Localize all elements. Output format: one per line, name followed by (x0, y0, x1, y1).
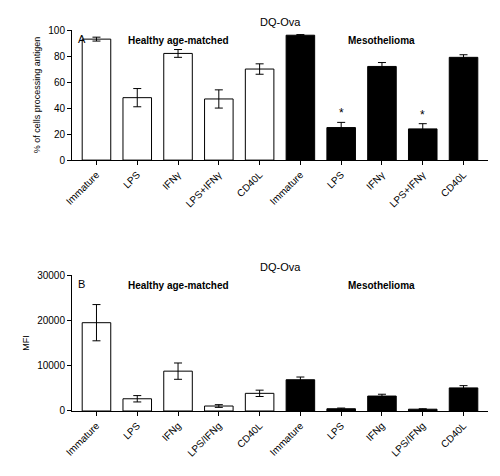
svg-text:Mesothelioma: Mesothelioma (348, 280, 415, 291)
svg-text:20: 20 (54, 129, 66, 140)
svg-text:A: A (78, 33, 86, 45)
svg-text:0: 0 (59, 405, 65, 416)
svg-text:CD40L: CD40L (235, 169, 265, 199)
svg-text:0: 0 (59, 155, 65, 166)
svg-text:CD40L: CD40L (235, 420, 265, 450)
svg-text:Immature: Immature (268, 420, 306, 458)
svg-text:*: * (339, 106, 344, 120)
svg-text:LPS/IFNg: LPS/IFNg (185, 420, 223, 458)
svg-text:Immature: Immature (64, 420, 102, 458)
svg-text:*: * (420, 108, 425, 122)
svg-text:Healthy age-matched: Healthy age-matched (128, 280, 229, 291)
svg-text:MFI: MFI (21, 335, 31, 351)
svg-text:% of cells processing antigen: % of cells processing antigen (32, 37, 42, 154)
svg-text:IFNg: IFNg (160, 420, 183, 443)
svg-text:60: 60 (54, 77, 66, 88)
svg-text:LPS: LPS (325, 420, 346, 441)
svg-text:Mesothelioma: Mesothelioma (348, 35, 415, 46)
svg-text:40: 40 (54, 103, 66, 114)
svg-text:DQ-Ova: DQ-Ova (260, 261, 301, 273)
svg-text:B: B (78, 278, 85, 290)
svg-text:80: 80 (54, 51, 66, 62)
svg-text:10000: 10000 (37, 360, 65, 371)
svg-text:LPS+IFNγ: LPS+IFNγ (387, 169, 427, 209)
svg-text:LPS: LPS (121, 420, 142, 441)
svg-text:Immature: Immature (268, 169, 306, 207)
svg-text:LPS/IFNg: LPS/IFNg (389, 420, 427, 458)
svg-text:CD40L: CD40L (439, 169, 469, 199)
svg-text:Immature: Immature (64, 169, 102, 207)
svg-text:20000: 20000 (37, 315, 65, 326)
svg-text:LPS: LPS (121, 169, 142, 190)
svg-text:CD40L: CD40L (439, 420, 469, 450)
svg-text:100: 100 (48, 25, 65, 36)
svg-text:IFNg: IFNg (364, 420, 387, 443)
svg-text:30000: 30000 (37, 270, 65, 281)
svg-text:DQ-Ova: DQ-Ova (260, 16, 301, 28)
svg-text:Healthy age-matched: Healthy age-matched (128, 35, 229, 46)
svg-text:IFNγ: IFNγ (364, 169, 387, 192)
svg-text:IFNγ: IFNγ (160, 169, 183, 192)
svg-text:LPS+IFNγ: LPS+IFNγ (184, 169, 224, 209)
svg-text:LPS: LPS (325, 169, 346, 190)
